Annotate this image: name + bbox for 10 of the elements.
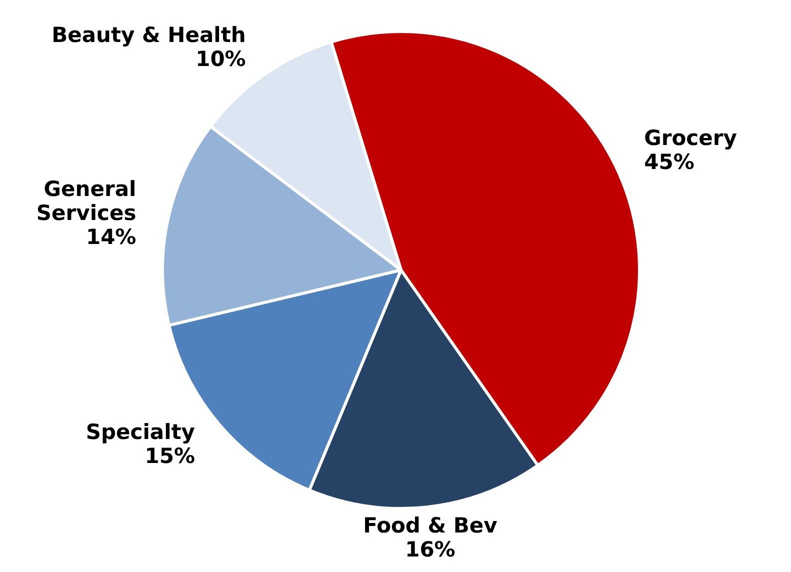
- data-label: 15%: [144, 444, 196, 468]
- data-label: 45%: [644, 150, 694, 174]
- slice-label: Grocery: [644, 126, 738, 150]
- data-label: 16%: [405, 537, 456, 562]
- slice-label: General Services: [36, 177, 136, 226]
- slice-label: Beauty & Health: [52, 22, 246, 47]
- slice-label: Specialty: [86, 420, 196, 444]
- data-label: 10%: [196, 46, 246, 71]
- data-label: 14%: [86, 225, 136, 250]
- slice-label: Food & Bev: [363, 513, 498, 538]
